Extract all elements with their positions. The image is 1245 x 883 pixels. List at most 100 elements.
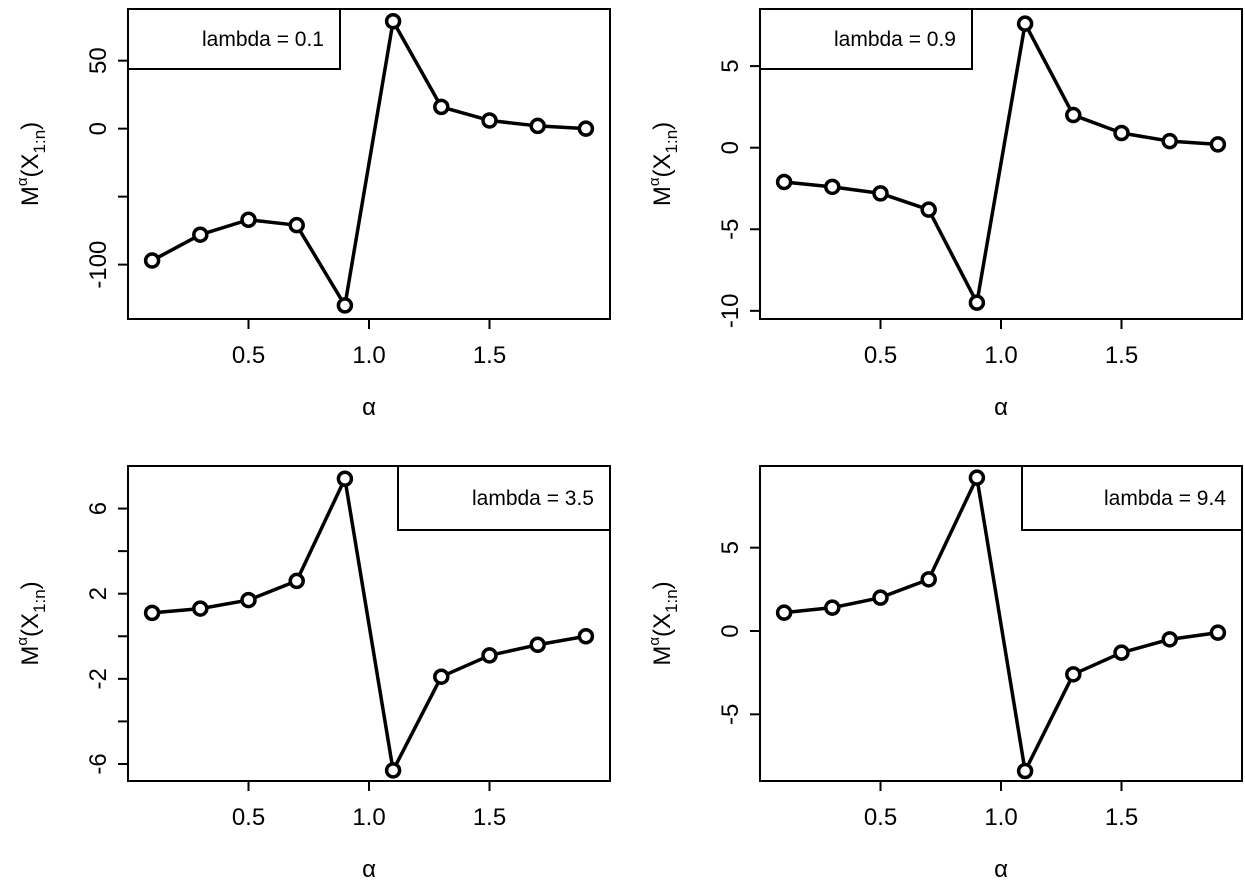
data-point — [872, 589, 889, 606]
y-axis-title-sub: 1:n — [662, 589, 681, 613]
y-axis-title-close: ) — [649, 122, 676, 130]
y-tick-label: 6 — [85, 502, 112, 515]
y-axis-title-base: M — [649, 646, 676, 666]
data-point — [192, 600, 209, 617]
y-tick-label: 0 — [717, 141, 744, 154]
data-point — [824, 599, 841, 616]
y-axis-title-open: (X — [649, 613, 676, 637]
data-point — [384, 762, 402, 779]
y-tick-label: -5 — [717, 704, 744, 725]
legend: lambda = 0.9 — [759, 8, 973, 70]
y-tick-label: 5 — [717, 541, 744, 554]
y-axis-title: Mα(X1:n) — [14, 122, 49, 206]
series-line — [783, 475, 1219, 773]
x-tick-label: 1.5 — [473, 342, 506, 369]
y-tick-label: 50 — [85, 47, 112, 74]
y-axis-title-sub: 1:n — [662, 130, 681, 154]
legend-box — [1021, 465, 1243, 531]
panel-4: 0.5 1.0 1.5 -5 0 5 αMα(X1:n) lambda = 9.4 — [646, 465, 1243, 883]
series-line — [151, 477, 587, 773]
legend-box — [127, 8, 341, 70]
data-point — [336, 470, 354, 488]
y-axis-title-sup: α — [14, 177, 31, 186]
legend: lambda = 0.1 — [127, 8, 341, 70]
x-tick-label: 1.0 — [984, 804, 1017, 831]
y-axis-title-sup: α — [646, 637, 663, 646]
data-point — [481, 647, 498, 664]
x-tick-label: 1.0 — [352, 342, 385, 369]
data-point — [1113, 644, 1130, 661]
y-axis-title-base: M — [17, 646, 44, 666]
data-point — [920, 201, 937, 218]
data-point — [336, 297, 354, 314]
y-tick-label: -5 — [717, 219, 744, 240]
data-point — [240, 591, 257, 609]
data-point — [872, 185, 889, 202]
y-tick-label: -2 — [85, 668, 112, 689]
x-tick-label: 1.5 — [1105, 804, 1138, 831]
data-point — [240, 211, 257, 228]
data-point — [529, 636, 546, 654]
data-point — [433, 98, 450, 116]
data-point — [577, 120, 595, 137]
y-axis-title-base: M — [649, 186, 676, 206]
x-tick-label: 0.5 — [864, 342, 897, 369]
x-tick-label: 1.0 — [352, 804, 385, 831]
data-point — [775, 173, 793, 191]
y-axis-title-sub: 1:n — [30, 130, 49, 154]
legend: lambda = 9.4 — [1021, 465, 1243, 531]
x-tick-label: 0.5 — [232, 804, 265, 831]
x-tick-label: 1.5 — [473, 804, 506, 831]
x-axis-title: α — [994, 394, 1008, 421]
data-point — [192, 226, 209, 243]
data-point — [1016, 15, 1034, 32]
legend-box — [397, 465, 611, 531]
legend-box — [759, 8, 973, 70]
data-point — [1209, 136, 1227, 153]
y-tick-label: -100 — [85, 241, 112, 289]
legend-label: lambda = 3.5 — [472, 487, 594, 510]
data-point — [920, 571, 937, 588]
legend-label: lambda = 0.1 — [202, 28, 324, 51]
y-axis-title: Mα(X1:n) — [646, 122, 681, 206]
data-point — [288, 216, 305, 234]
data-point — [143, 604, 161, 622]
panel-3: 0.5 1.0 1.5 -6 -2 2 6 α Mα(X1:n) lambda = 3.5 — [14, 465, 611, 883]
data-point — [433, 668, 450, 685]
data-point — [1209, 624, 1227, 641]
y-tick-label: 0 — [85, 122, 112, 135]
y-axis-title-close: ) — [649, 581, 676, 589]
data-point — [577, 628, 595, 645]
y-axis-title-close: ) — [17, 581, 44, 589]
data-point — [968, 294, 986, 311]
legend-label: lambda = 0.9 — [834, 28, 956, 51]
data-point — [529, 117, 546, 135]
data-point — [288, 572, 305, 590]
y-axis-title: Mα(X1:n) — [14, 581, 49, 665]
y-axis-title-open: (X — [17, 153, 44, 177]
data-point — [481, 112, 498, 129]
y-tick-label: -6 — [85, 753, 112, 774]
data-point — [384, 12, 402, 30]
x-axis-title: α — [362, 394, 376, 421]
y-tick-label: 0 — [717, 624, 744, 637]
x-tick-label: 0.5 — [864, 804, 897, 831]
x-tick-label: 0.5 — [232, 342, 265, 369]
x-tick-label: 1.0 — [984, 342, 1017, 369]
legend-label: lambda = 9.4 — [1104, 487, 1226, 510]
y-axis-title-sup: α — [646, 177, 663, 186]
y-tick-label: 2 — [85, 587, 112, 600]
y-axis-title: Mα(X1:n) — [646, 581, 681, 665]
data-point — [1065, 106, 1082, 124]
data-point — [968, 469, 986, 486]
x-tick-label: 1.5 — [1105, 342, 1138, 369]
legend: lambda = 3.5 — [397, 465, 611, 531]
series-line — [783, 21, 1219, 305]
data-point — [775, 604, 793, 621]
x-axis-title: α — [362, 856, 376, 883]
data-point — [824, 178, 841, 196]
data-point — [1016, 762, 1034, 780]
